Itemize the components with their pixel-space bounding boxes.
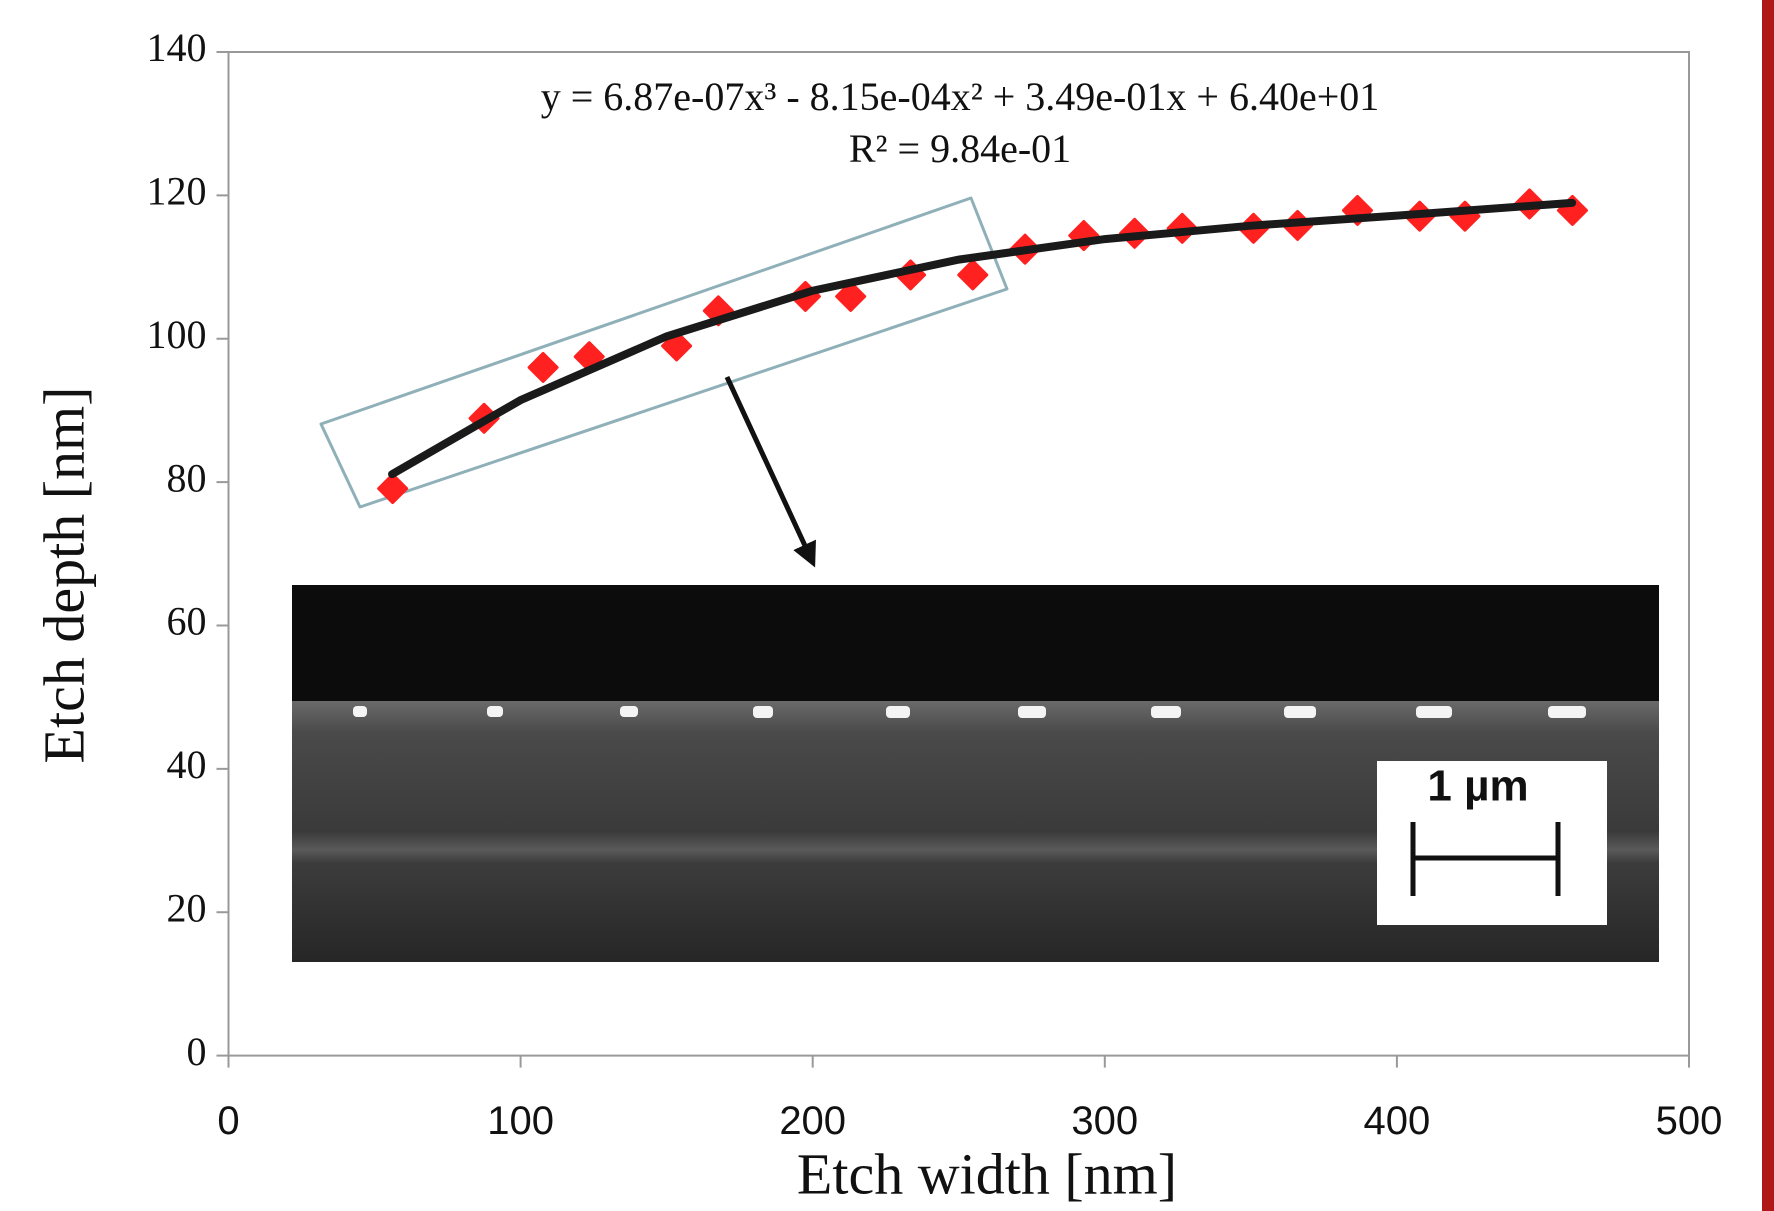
x-tick-label: 100 — [487, 1099, 554, 1143]
y-tick-label: 60 — [167, 599, 207, 644]
y-axis-title: Etch depth [nm] — [31, 387, 96, 764]
x-tick-label: 300 — [1071, 1099, 1138, 1143]
sem-inset: 1 µm — [292, 585, 1659, 962]
data-point — [835, 280, 867, 312]
y-tick-label: 100 — [147, 312, 207, 357]
data-point — [527, 351, 559, 383]
y-tick-label: 80 — [167, 455, 207, 500]
x-tick-label: 500 — [1656, 1099, 1723, 1143]
data-point — [661, 330, 693, 362]
y-tick-label: 40 — [167, 742, 207, 787]
r-squared: R² = 9.84e-01 — [849, 126, 1071, 171]
arrow — [724, 375, 816, 568]
data-point — [377, 473, 409, 505]
slide-border — [1762, 0, 1774, 1211]
highlight-box — [319, 196, 1009, 509]
fit-equation: y = 6.87e-07x³ - 8.15e-04x² + 3.49e-01x … — [541, 74, 1380, 119]
y-tick-label: 120 — [147, 169, 207, 214]
x-tick-label: 0 — [217, 1099, 239, 1143]
x-tick-label: 400 — [1364, 1099, 1431, 1143]
fit-line — [388, 198, 1577, 479]
y-tick-label: 20 — [167, 885, 207, 930]
data-point — [957, 259, 989, 291]
scale-label: 1 µm — [1427, 762, 1528, 811]
y-tick-label: 0 — [187, 1029, 207, 1074]
x-tick-label: 200 — [779, 1099, 846, 1143]
plot-frame — [227, 51, 1690, 1057]
x-axis-title: Etch width [nm] — [797, 1141, 1177, 1206]
y-tick-label: 140 — [147, 25, 207, 70]
